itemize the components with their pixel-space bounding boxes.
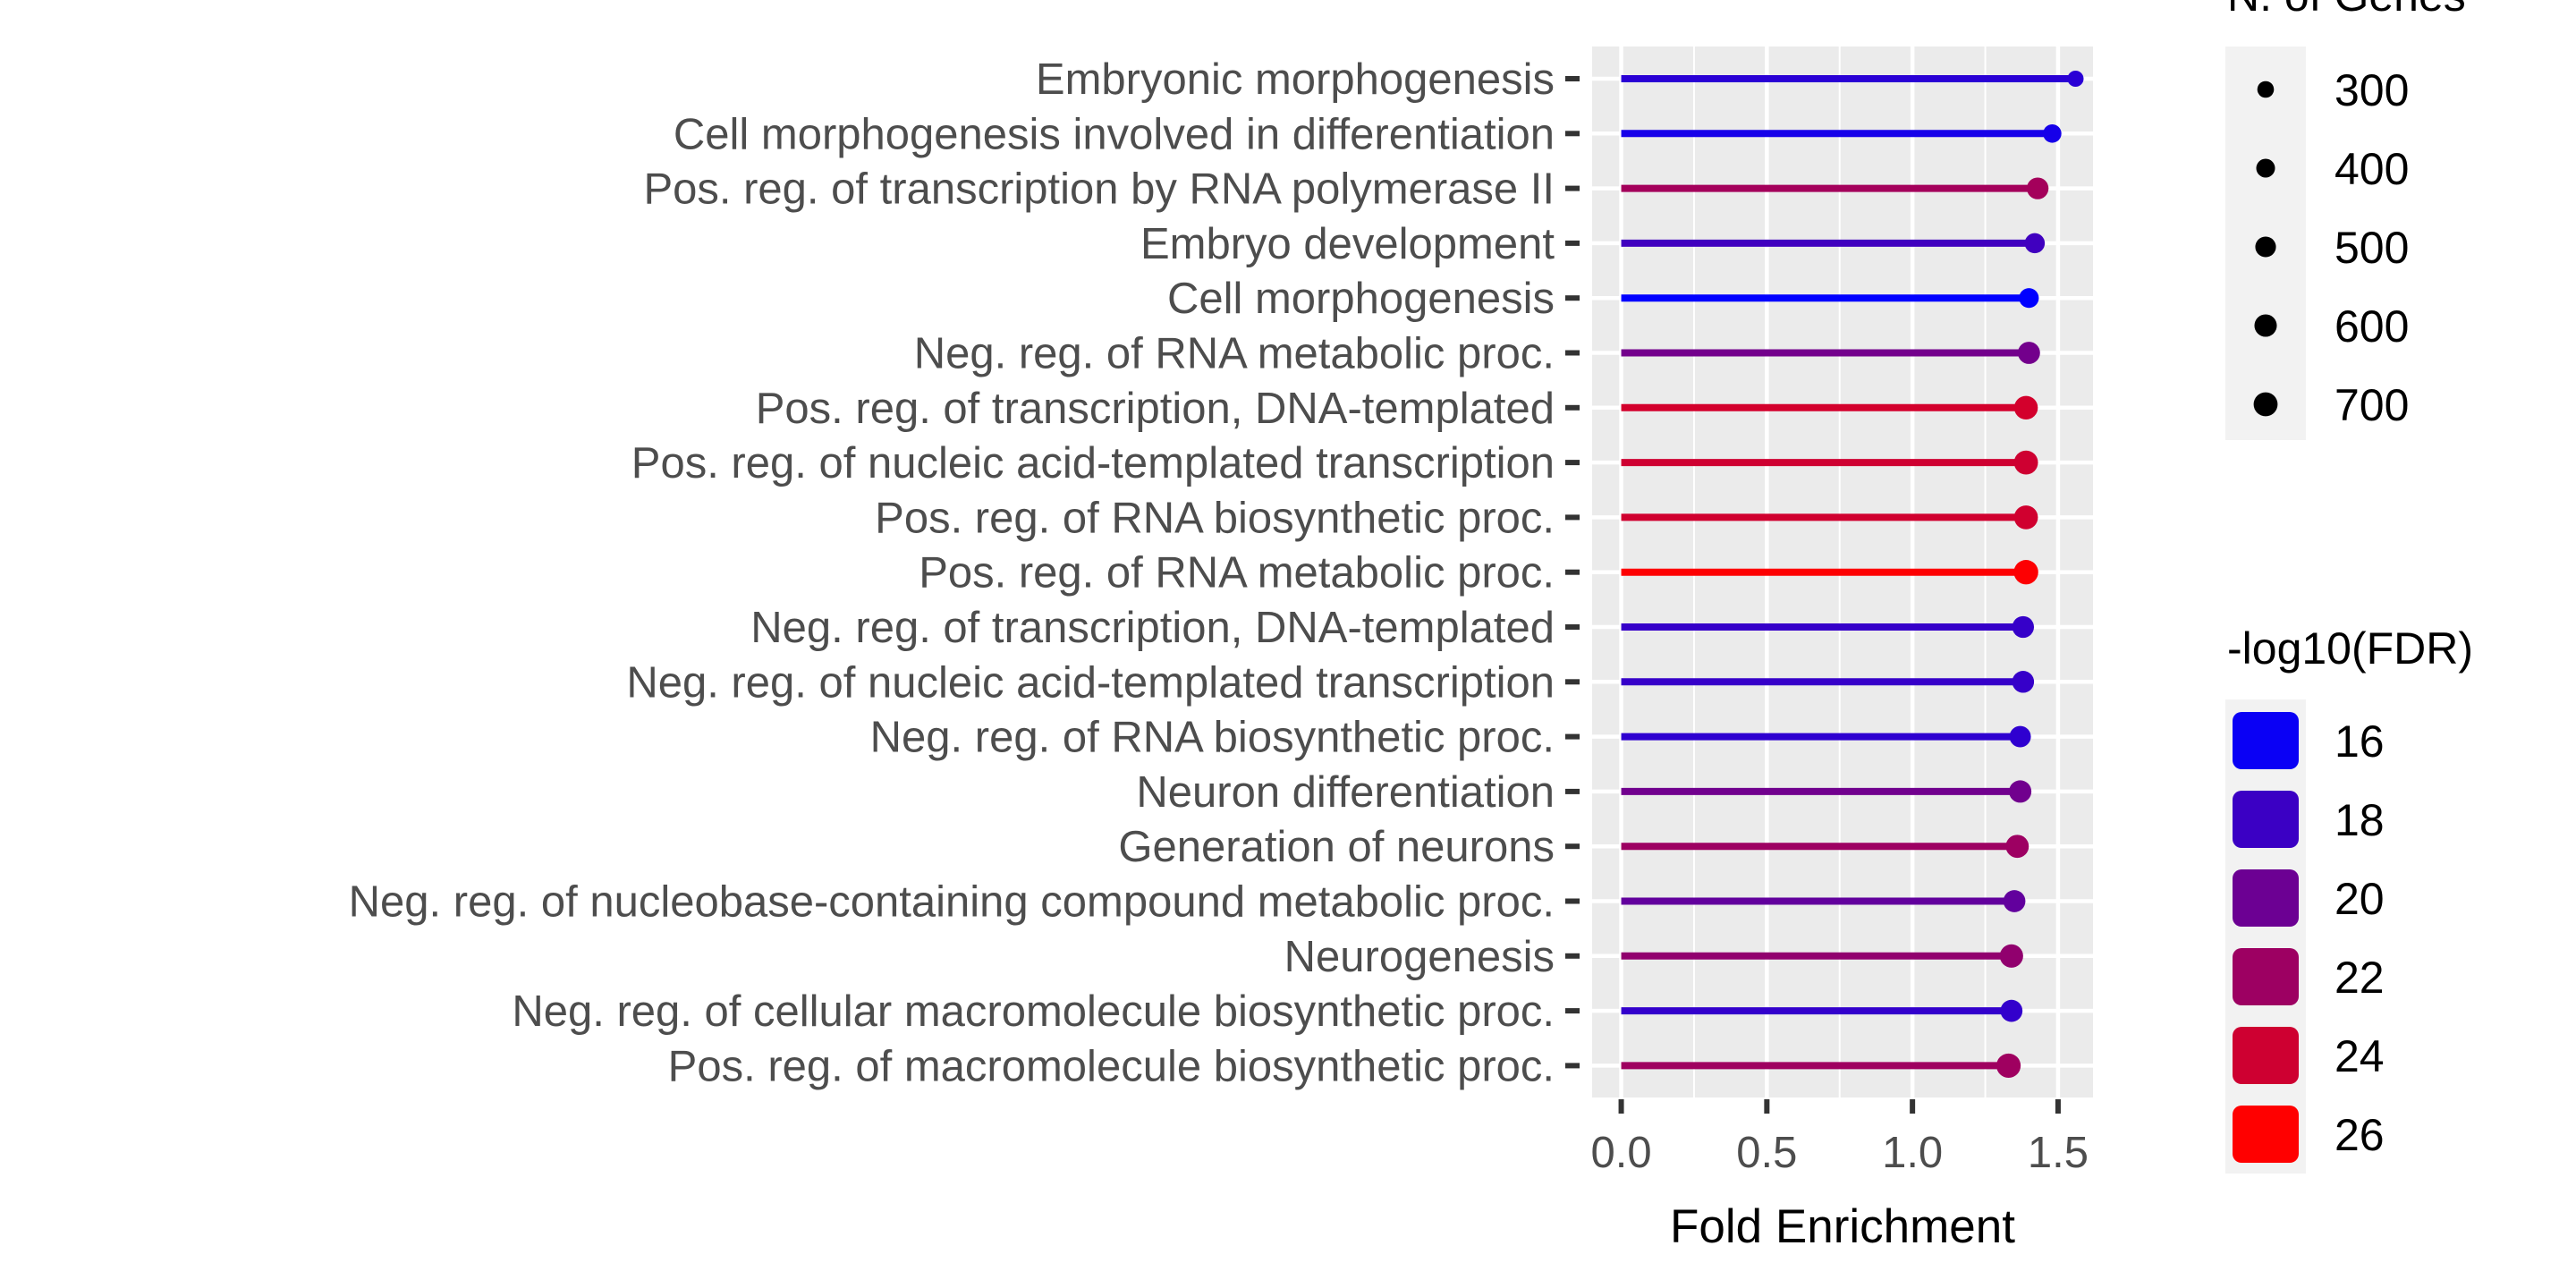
- color-legend-title: -log10(FDR): [2227, 623, 2473, 674]
- size-legend-key: [2255, 236, 2276, 258]
- lollipop-point: [2003, 890, 2026, 912]
- size-legend-label: 500: [2334, 223, 2409, 273]
- color-legend: -log10(FDR) 16 18 20 22 24 26: [2225, 623, 2473, 1174]
- lollipop-point: [2009, 725, 2031, 748]
- size-legend-title: N. of Genes: [2227, 0, 2466, 21]
- category-label: Pos. reg. of RNA metabolic proc.: [919, 549, 1555, 597]
- size-legend-label: 700: [2334, 380, 2409, 430]
- lollipop-point: [2005, 835, 2029, 859]
- color-legend-label: 18: [2334, 795, 2385, 845]
- color-legend-key: [2233, 869, 2299, 927]
- color-legend-label: 20: [2334, 874, 2385, 924]
- category-label: Neg. reg. of transcription, DNA-template…: [750, 604, 1555, 652]
- size-legend-label: 600: [2334, 301, 2409, 352]
- plot-panel: [1592, 47, 2093, 1097]
- size-legend-key: [2256, 158, 2275, 178]
- color-legend-key-background: [2225, 699, 2306, 1174]
- lollipop-point: [2024, 233, 2046, 254]
- lollipop-point: [2000, 999, 2023, 1022]
- lollipop-point: [2013, 395, 2038, 420]
- category-label: Neuron differentiation: [1136, 768, 1555, 817]
- size-legend-key: [2253, 392, 2278, 417]
- lollipop-point: [2026, 177, 2049, 199]
- category-label: Neg. reg. of RNA biosynthetic proc.: [870, 714, 1555, 762]
- category-label: Cell morphogenesis: [1167, 275, 1555, 323]
- color-legend-label: 26: [2334, 1110, 2385, 1160]
- color-legend-key: [2233, 1027, 2299, 1084]
- category-label: Cell morphogenesis involved in different…: [674, 110, 1555, 158]
- size-legend: N. of Genes 300 400 500 600 700: [2225, 0, 2466, 440]
- category-label: Neg. reg. of RNA metabolic proc.: [914, 330, 1555, 378]
- category-label: Neg. reg. of nucleic acid-templated tran…: [626, 658, 1555, 707]
- y-axis: Embryonic morphogenesis Cell morphogenesi…: [349, 55, 1580, 1090]
- category-label: Pos. reg. of RNA biosynthetic proc.: [875, 494, 1555, 542]
- color-legend-label: 22: [2334, 953, 2385, 1003]
- lollipop-point: [2067, 70, 2084, 88]
- color-legend-key: [2233, 948, 2299, 1005]
- x-axis-title: Fold Enrichment: [1670, 1200, 2015, 1253]
- category-label: Pos. reg. of macromolecule biosynthetic …: [668, 1042, 1555, 1090]
- x-tick-label: 0.0: [1590, 1129, 1651, 1177]
- lollipop-point: [2019, 288, 2039, 309]
- x-axis: 0.0 0.5 1.0 1.5: [1590, 1099, 2089, 1177]
- lollipop-point: [2013, 505, 2038, 530]
- lollipop-point: [2013, 450, 2038, 475]
- color-legend-key: [2233, 712, 2299, 769]
- lollipop-point: [2013, 560, 2038, 585]
- lollipop-point: [2012, 671, 2035, 693]
- size-legend-label: 400: [2334, 144, 2409, 194]
- lollipop-point: [1999, 944, 2023, 968]
- size-legend-label: 300: [2334, 65, 2409, 115]
- category-label: Neg. reg. of nucleobase-containing compo…: [349, 878, 1555, 927]
- lollipop-point: [1996, 1053, 2021, 1078]
- category-label: Generation of neurons: [1118, 823, 1555, 871]
- category-label: Pos. reg. of nucleic acid-templated tran…: [631, 439, 1555, 487]
- lollipop-point: [2009, 780, 2032, 803]
- size-legend-key: [2257, 80, 2275, 98]
- category-label: Neurogenesis: [1284, 933, 1555, 981]
- color-legend-key: [2233, 1106, 2299, 1163]
- category-label: Pos. reg. of transcription by RNA polyme…: [643, 165, 1555, 214]
- category-label: Neg. reg. of cellular macromolecule bios…: [512, 987, 1555, 1036]
- lollipop-point: [2043, 124, 2062, 143]
- category-label: Pos. reg. of transcription, DNA-template…: [756, 385, 1555, 433]
- color-legend-key: [2233, 791, 2299, 848]
- x-tick-label: 1.5: [2028, 1129, 2089, 1177]
- lollipop-point: [2017, 342, 2040, 364]
- x-tick-label: 0.5: [1736, 1129, 1797, 1177]
- size-legend-key: [2254, 314, 2277, 337]
- color-legend-label: 24: [2334, 1031, 2385, 1081]
- category-label: Embryonic morphogenesis: [1036, 55, 1555, 104]
- color-legend-label: 16: [2334, 716, 2385, 767]
- lollipop-point: [2012, 615, 2035, 639]
- x-tick-label: 1.0: [1882, 1129, 1943, 1177]
- category-label: Embryo development: [1140, 220, 1555, 268]
